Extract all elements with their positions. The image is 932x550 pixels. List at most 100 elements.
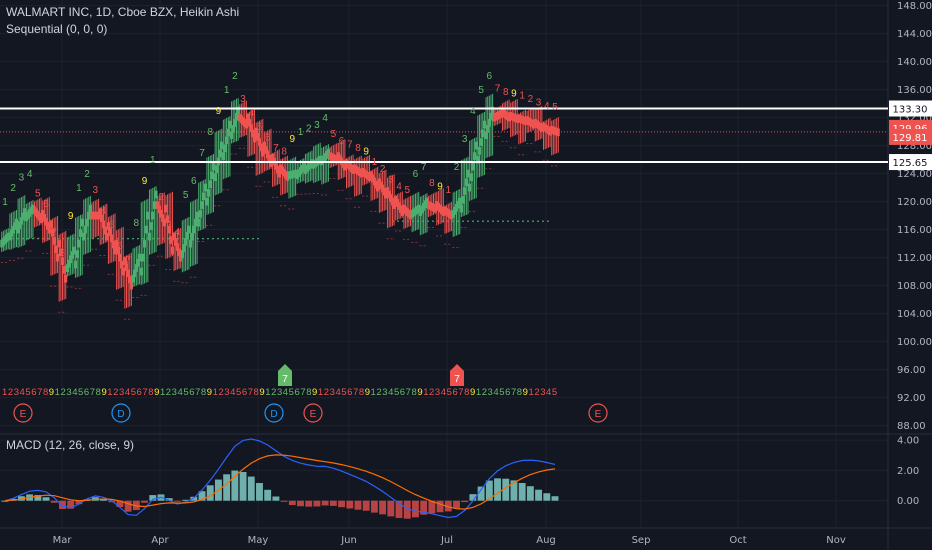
candle-23-2	[192, 225, 196, 234]
seq-count-53: 9	[437, 182, 443, 193]
candle-64-4	[532, 120, 536, 129]
candle-55-1	[453, 206, 457, 215]
seq-count-7: 8	[60, 248, 66, 259]
strip-count-74: 3	[435, 387, 440, 398]
candle-18-4	[154, 190, 158, 199]
macd-bar-30	[247, 476, 255, 501]
candle-43-1	[354, 165, 358, 174]
macd-bar-7	[59, 500, 66, 510]
seq-count-48: 4	[396, 182, 402, 193]
candle-29-1	[239, 115, 243, 124]
macd-bar-17	[141, 500, 148, 503]
seq-count-34: 8	[281, 147, 287, 158]
candle-0-2	[3, 236, 7, 244]
macd-bar-39	[321, 500, 329, 506]
candle-29-4	[244, 120, 248, 129]
candle-15-4	[129, 281, 133, 290]
seq-count-10: 2	[84, 169, 90, 180]
strip-count-45: 1	[265, 387, 270, 398]
candle-56-3	[464, 178, 468, 187]
candle-52-0	[427, 201, 431, 209]
strip-count-23: 6	[137, 387, 142, 398]
strip-count-32: 6	[189, 387, 194, 398]
y-tick-label-7: 116.00	[897, 225, 932, 236]
macd-bar-34	[280, 500, 288, 502]
candle-46-3	[382, 187, 386, 196]
macd-bar-12	[100, 499, 107, 501]
candle-63-2	[520, 115, 524, 124]
candle-42-3	[349, 164, 353, 173]
strip-count-41: 6	[242, 387, 247, 398]
candle-35-2	[290, 170, 294, 179]
candle-1-2	[11, 225, 15, 234]
macd-bar-42	[346, 500, 354, 509]
macd-bar-31	[256, 483, 263, 501]
candle-24-4	[203, 183, 207, 192]
candle-55-3	[456, 200, 460, 209]
sequential-legend: Sequential (0, 0, 0)	[6, 22, 108, 36]
candle-20-0	[164, 204, 168, 213]
candle-63-0	[517, 114, 521, 123]
candle-67-2	[553, 127, 557, 135]
seq-count-61: 8	[503, 87, 509, 98]
candle-37-1	[305, 164, 309, 173]
candle-26-1	[215, 165, 219, 174]
macd-bar-65	[535, 489, 543, 501]
candle-62-3	[514, 114, 518, 123]
candle-16-1	[133, 269, 137, 278]
candle-16-3	[136, 259, 140, 267]
strip-count-29: 3	[172, 387, 177, 398]
candle-31-0	[254, 127, 258, 136]
y-tick-label-8: 120.00	[897, 197, 932, 208]
candle-46-2	[381, 184, 385, 193]
candle-9-0	[74, 260, 78, 269]
strip-count-58: 5	[341, 387, 346, 398]
candle-6-0	[49, 220, 53, 229]
strip-count-77: 6	[452, 387, 457, 398]
candle-30-2	[249, 124, 253, 132]
y-tick-label-11: 132.00	[897, 113, 932, 124]
candle-5-3	[46, 221, 50, 230]
seq-count-66: 4	[544, 101, 550, 112]
candle-4-4	[39, 215, 43, 223]
strip-count-17: 9	[101, 387, 106, 398]
candle-27-4	[228, 120, 232, 129]
strip-count-62: 9	[365, 387, 370, 398]
candle-14-0	[115, 239, 119, 248]
candle-37-0	[303, 166, 307, 174]
strip-count-72: 1	[423, 387, 428, 398]
candle-65-3	[538, 122, 542, 131]
seq-count-0: 1	[2, 197, 8, 208]
candle-60-3	[497, 111, 501, 119]
candle-63-3	[522, 116, 526, 125]
candle-46-4	[384, 190, 388, 199]
y-tick-label-12: 136.00	[897, 85, 932, 96]
event-marker-label-2: D	[270, 409, 277, 420]
strip-count-43: 8	[254, 387, 259, 398]
candle-57-2	[471, 162, 475, 171]
y-tick-label-9: 124.00	[897, 169, 932, 180]
candle-2-3	[21, 212, 25, 221]
candle-67-0	[550, 126, 554, 134]
candle-54-3	[448, 210, 452, 219]
seq-count-41: 6	[339, 136, 345, 147]
seq-count-29: 3	[240, 94, 246, 105]
candle-47-1	[387, 190, 391, 199]
candle-60-4	[499, 110, 503, 118]
candle-22-0	[180, 250, 184, 258]
candle-53-0	[435, 201, 439, 209]
strip-count-54: 1	[318, 387, 323, 398]
candle-24-2	[200, 201, 204, 209]
candle-30-0	[246, 113, 250, 122]
candle-20-3	[169, 236, 173, 244]
seq-count-56: 3	[462, 134, 468, 145]
strip-count-37: 2	[218, 387, 223, 398]
macd-bar-54	[444, 500, 452, 512]
candle-11-4	[97, 211, 101, 220]
candle-56-2	[463, 187, 467, 195]
y-tick-label-5: 108.00	[897, 281, 932, 292]
strip-count-16: 8	[96, 387, 101, 398]
strip-count-18: 1	[107, 387, 112, 398]
